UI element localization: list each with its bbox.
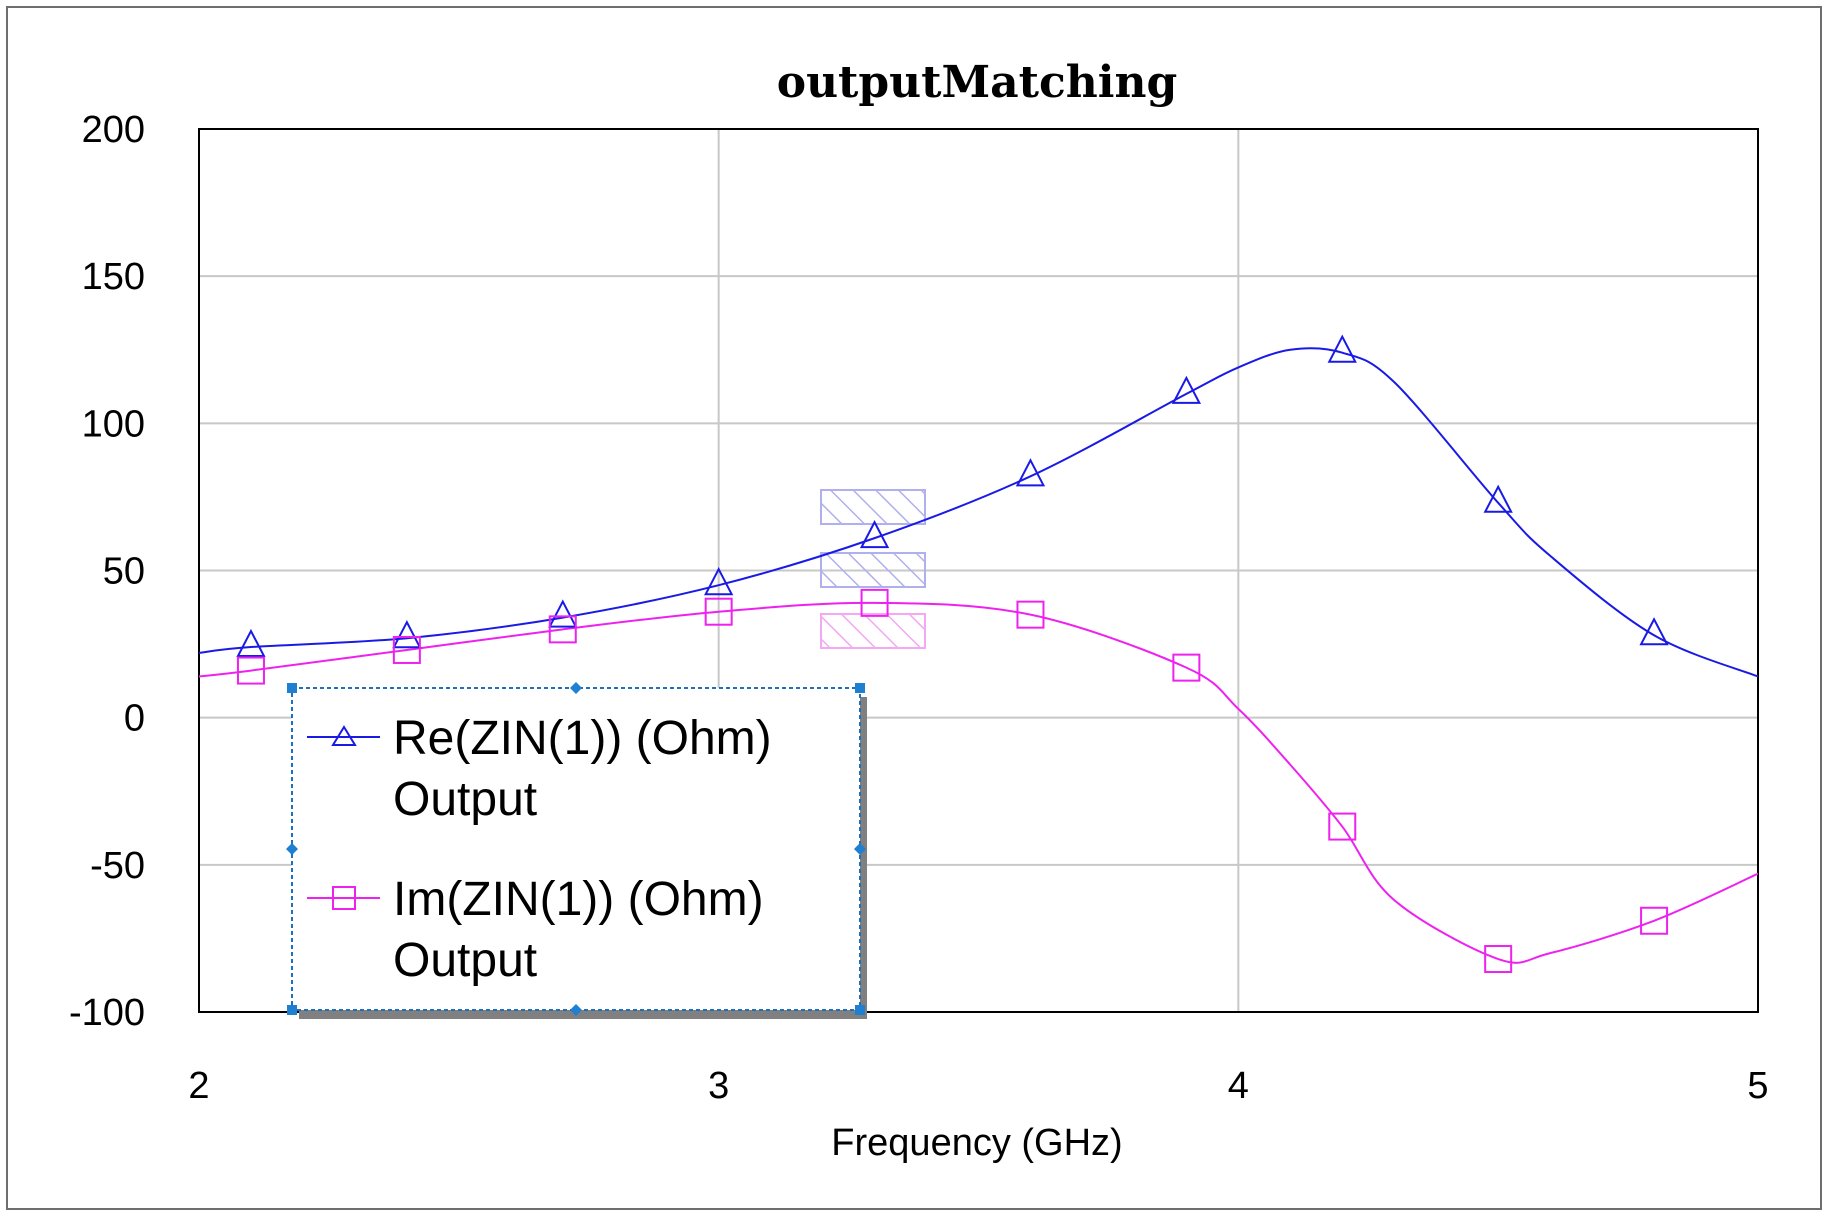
data-point-square <box>392 635 421 664</box>
legend-resize-handle[interactable] <box>287 1005 297 1015</box>
legend-triangle-icon <box>331 725 357 746</box>
data-point-triangle <box>1639 617 1669 646</box>
y-axis-ticks: 200 150 100 50 0 -50 -100 <box>69 109 145 1034</box>
hatch-marker-middle <box>820 552 926 588</box>
y-tick-label: 100 <box>82 403 145 445</box>
legend-resize-handle[interactable] <box>570 1004 582 1016</box>
data-point-square <box>236 656 265 685</box>
x-tick-label: 2 <box>188 1065 209 1107</box>
y-tick-label: 50 <box>103 551 145 593</box>
hatch-marker-bottom <box>820 613 926 649</box>
legend-resize-handle[interactable] <box>286 843 298 855</box>
data-point-triangle <box>548 599 578 628</box>
data-point-square <box>704 597 733 626</box>
series-line-im <box>199 601 1758 964</box>
legend-resize-handle[interactable] <box>855 1005 865 1015</box>
x-tick-label: 5 <box>1747 1065 1768 1107</box>
y-tick-label: -50 <box>90 845 145 887</box>
legend-square-icon <box>332 886 356 910</box>
legend-resize-handle[interactable] <box>854 843 866 855</box>
marker-layer <box>236 334 1669 974</box>
data-point-triangle <box>859 519 890 549</box>
data-point-triangle <box>1171 375 1202 404</box>
legend-resize-handle[interactable] <box>855 683 865 693</box>
chart-title: outputMatching <box>777 57 1178 108</box>
data-point-square <box>1172 653 1201 682</box>
legend-resize-handle[interactable] <box>287 683 297 693</box>
hatch-marker-top <box>820 489 926 525</box>
plot-area-border <box>198 128 1759 1013</box>
legend-label-re-line2: Output <box>393 773 537 826</box>
legend[interactable]: Re(ZIN(1)) (Ohm) Output Im(ZIN(1)) (Ohm)… <box>286 682 867 1019</box>
data-point-triangle <box>1327 334 1357 363</box>
y-tick-label: 200 <box>82 109 145 151</box>
legend-label-im-line2: Output <box>393 934 537 987</box>
data-point-triangle <box>1483 484 1513 513</box>
legend-resize-handle[interactable] <box>570 682 582 694</box>
legend-resize-handles[interactable] <box>286 682 866 1016</box>
legend-box[interactable] <box>291 687 861 1011</box>
data-point-square <box>1328 812 1357 841</box>
x-tick-label: 4 <box>1228 1065 1249 1107</box>
legend-label-re: Re(ZIN(1)) (Ohm) <box>393 712 772 765</box>
data-point-square <box>1640 906 1669 935</box>
x-axis-label: Frequency (GHz) <box>831 1122 1122 1164</box>
series-layer <box>199 347 1758 964</box>
data-point-triangle <box>392 620 422 649</box>
data-point-square <box>1016 600 1045 629</box>
data-point-triangle <box>236 628 266 658</box>
data-point-triangle <box>704 567 734 596</box>
y-tick-label: 150 <box>82 256 145 298</box>
series-line-re <box>199 347 1758 678</box>
data-point-square <box>860 588 889 617</box>
data-point-square <box>1484 945 1513 974</box>
data-point-triangle <box>1015 458 1046 487</box>
x-axis-ticks: 2 3 4 5 <box>188 1065 1768 1107</box>
y-tick-label: 0 <box>124 698 145 740</box>
legend-label-im: Im(ZIN(1)) (Ohm) <box>393 873 764 926</box>
y-tick-label: -100 <box>69 992 145 1034</box>
selection-markers <box>820 489 926 649</box>
x-tick-label: 3 <box>708 1065 729 1107</box>
data-point-square <box>548 615 577 644</box>
